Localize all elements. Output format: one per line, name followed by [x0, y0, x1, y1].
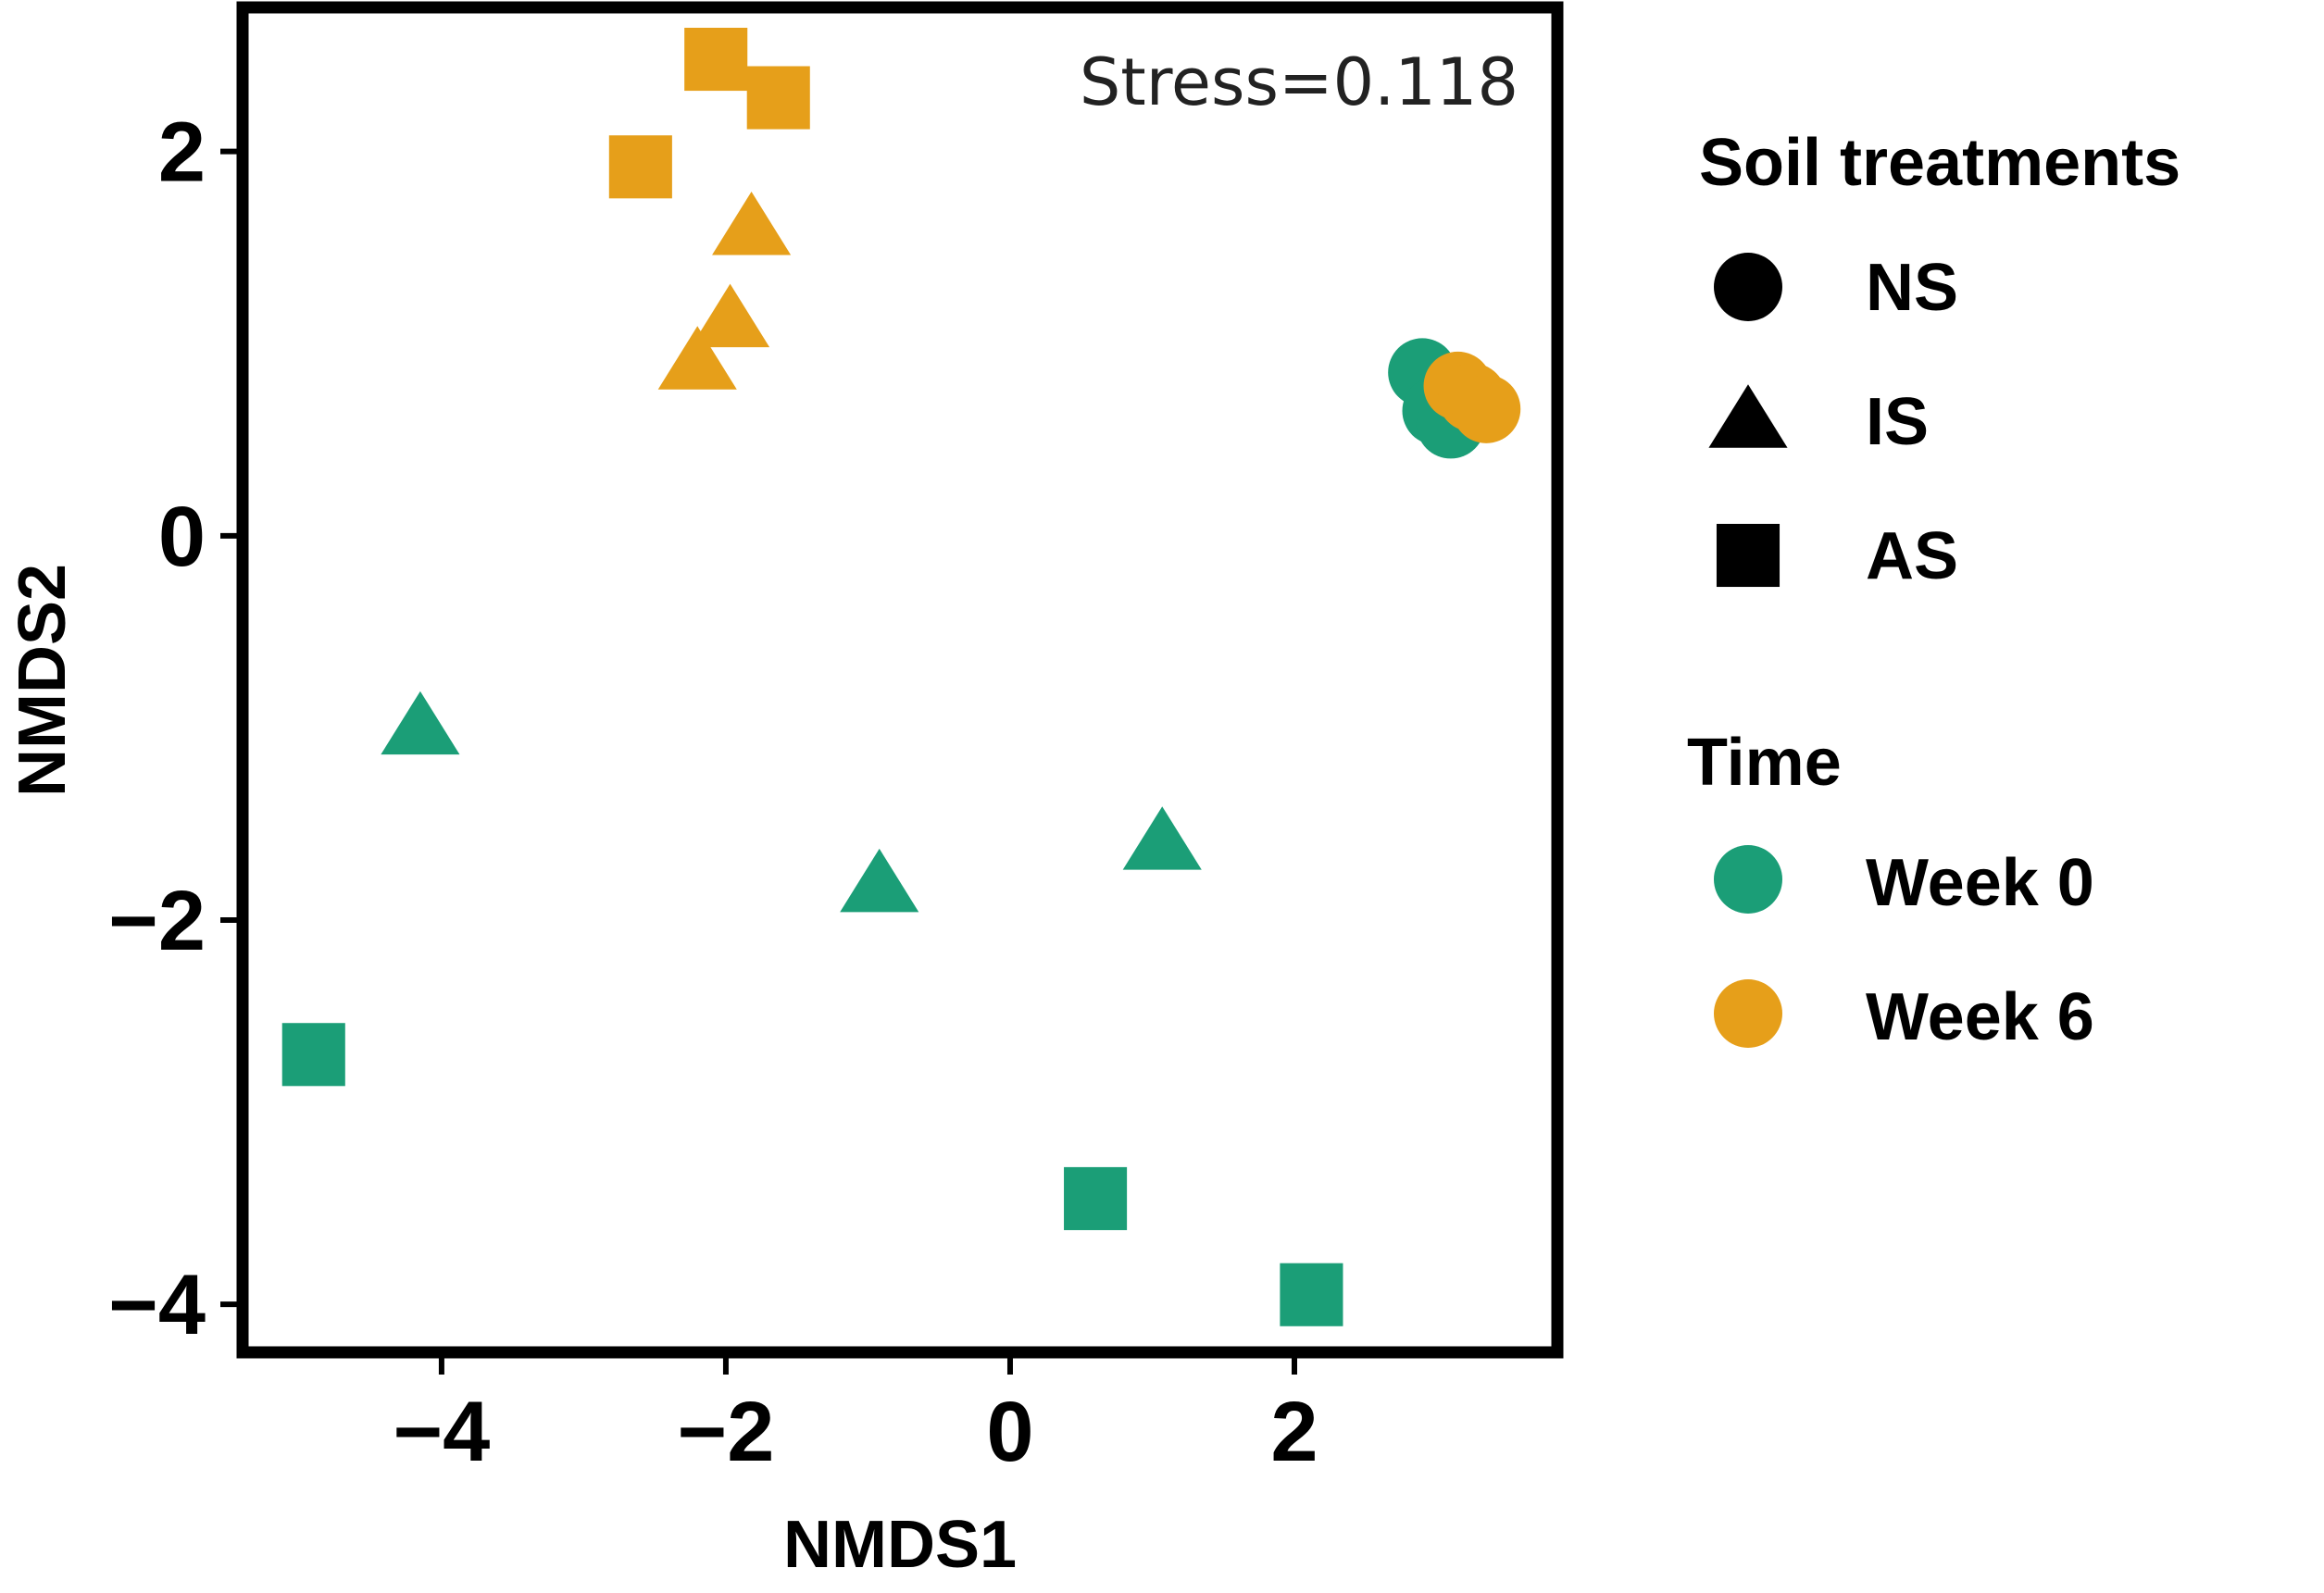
legend-key-week-0 — [1714, 845, 1782, 914]
y-tick-label: 2 — [158, 106, 206, 200]
legend-label-as: AS — [1866, 519, 1958, 593]
legend-label-is: IS — [1866, 385, 1929, 459]
legend-color-keys — [1714, 845, 1782, 1048]
plot-border — [236, 1, 1564, 1359]
point-week-0-triangle-6 — [1122, 806, 1202, 870]
x-tick-label: 0 — [986, 1385, 1033, 1479]
legend-label-week-6: Week 6 — [1866, 980, 2094, 1054]
legend: Soil treatments NS IS AS Time Week 0 Wee… — [1687, 126, 2180, 1054]
point-week-6-square-9 — [746, 66, 810, 130]
point-week-6-square-8 — [684, 28, 748, 92]
point-week-0-triangle-5 — [840, 848, 919, 913]
x-axis-title: NMDS1 — [783, 1508, 1017, 1582]
legend-key-is — [1708, 384, 1788, 448]
x-axis-ticks: −4 −2 0 2 — [393, 1358, 1318, 1479]
y-tick-label: 0 — [158, 490, 206, 584]
y-axis-title: NMDS2 — [6, 564, 80, 797]
point-week-6-triangle-5 — [691, 283, 770, 348]
points-layer — [281, 28, 1521, 1326]
legend-label-week-0: Week 0 — [1866, 846, 2094, 920]
point-week-6-triangle-4 — [712, 192, 792, 255]
x-tick-label: −2 — [677, 1385, 774, 1479]
legend-color-title: Time — [1687, 726, 1842, 800]
legend-shape-keys — [1708, 253, 1788, 588]
x-tick-label: 2 — [1270, 1385, 1318, 1479]
point-week-0-triangle-4 — [381, 691, 460, 755]
point-week-6-triangle-6 — [657, 326, 737, 390]
legend-key-week-6 — [1714, 979, 1782, 1048]
plot-panel — [243, 7, 1557, 1352]
point-week-0-square-7 — [281, 1023, 345, 1087]
y-tick-label: −2 — [108, 874, 206, 968]
point-week-0-square-9 — [1280, 1263, 1343, 1326]
point-week-0-square-8 — [1064, 1166, 1128, 1230]
x-tick-label: −4 — [393, 1385, 490, 1479]
legend-shape-title: Soil treatments — [1699, 126, 2180, 200]
y-axis-ticks: 2 0 −2 −4 — [108, 106, 237, 1352]
legend-label-ns: NS — [1866, 251, 1958, 325]
point-week-6-square-7 — [608, 135, 672, 199]
y-tick-label: −4 — [108, 1258, 206, 1352]
stress-annotation: Stress=0.118 — [1080, 44, 1518, 120]
legend-key-ns — [1714, 253, 1782, 321]
point-week-6-circle-3 — [1452, 374, 1521, 443]
legend-key-as — [1716, 523, 1780, 588]
